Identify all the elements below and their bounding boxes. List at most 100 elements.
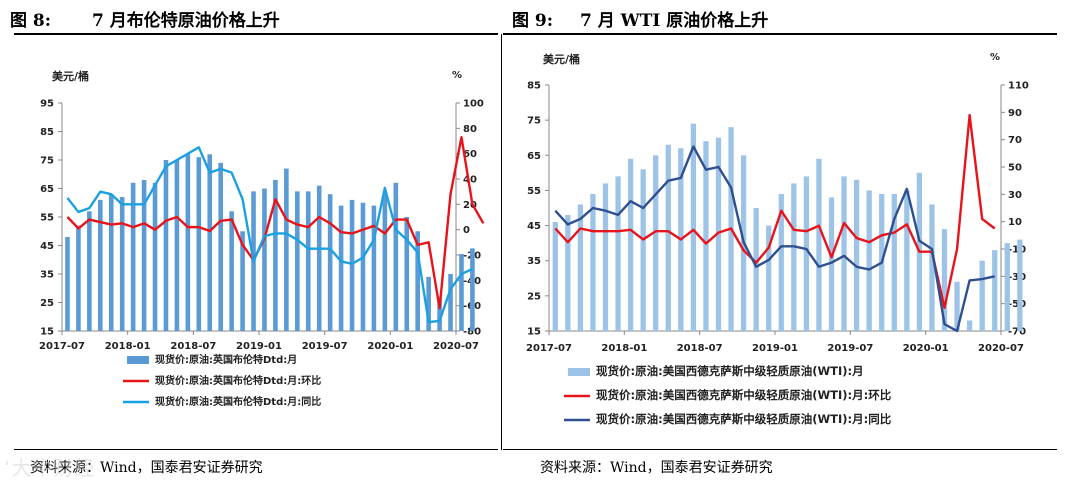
fig8-price-bar — [65, 236, 70, 331]
fig8-left-tick-label: 15 — [40, 327, 54, 338]
fig8-price-bar — [404, 217, 410, 331]
fig9-x-tick-label: 2020-01 — [903, 343, 949, 354]
fig8-price-bar — [470, 248, 475, 331]
fig8-price-bar — [98, 199, 103, 331]
fig8-price-bar — [152, 182, 158, 331]
fig8-price-bar — [448, 274, 453, 331]
fig8-left-tick-label: 65 — [40, 184, 54, 195]
fig9-price-bar — [766, 225, 772, 331]
fig9-price-bar — [803, 176, 810, 331]
fig8-price-bar — [240, 231, 245, 331]
fig8-yoy-line — [66, 146, 473, 324]
fig9-right-tick-label: 70 — [1008, 135, 1022, 146]
fig8-price-bar — [295, 191, 300, 331]
fig9-x-tick-label: 2018-01 — [601, 343, 647, 354]
fig8-price-bar — [207, 154, 213, 331]
fig8-price-bar — [130, 182, 136, 331]
fig9-right-tick-label: 110 — [1008, 81, 1029, 92]
fig9-price-bar — [565, 215, 571, 331]
fig9-x-tick-label: 2017-07 — [526, 343, 572, 354]
fig8-price-bar — [262, 188, 267, 331]
fig8-x-tick-label: 2018-01 — [105, 341, 151, 352]
figure-8-top-rule — [14, 33, 498, 35]
fig8-price-bar — [229, 211, 234, 331]
fig9-price-bar — [615, 176, 621, 331]
fig8-price-bar — [76, 225, 81, 331]
fig8-legend-label: 现货价:原油:英国布伦特Dtd:月:同比 — [155, 395, 321, 408]
fig9-price-bar — [979, 260, 985, 331]
fig9-x-tick-label: 2020-07 — [978, 343, 1024, 354]
fig8-right-tick-label: 60 — [463, 149, 477, 160]
fig8-price-bar — [141, 179, 147, 331]
figure-divider — [501, 34, 502, 450]
fig9-left-tick-label: 35 — [527, 256, 541, 267]
fig9-price-bar — [954, 281, 960, 331]
fig8-price-bar — [349, 199, 355, 331]
fig8-price-bar — [273, 179, 278, 331]
fig8-price-bar — [371, 205, 377, 331]
figure-9-top-rule — [503, 33, 1057, 35]
fig9-price-bar — [929, 204, 935, 331]
fig8-right-tick-label: 20 — [463, 200, 477, 211]
fig8-price-bar — [305, 191, 311, 331]
fig8-left-tick-label: 45 — [40, 241, 54, 252]
fig8-right-tick-label: 0 — [463, 225, 470, 236]
fig9-price-bar — [665, 144, 671, 331]
fig8-price-bar — [426, 276, 431, 331]
fig9-mom-line — [554, 113, 996, 309]
fig9-price-bar — [753, 208, 759, 331]
fig8-x-tick-label: 2020-01 — [367, 341, 413, 352]
fig8-price-bar — [185, 154, 191, 331]
fig8-legend-label: 现货价:原油:英国布伦特Dtd:月:环比 — [155, 374, 321, 387]
fig8-price-bar — [108, 194, 114, 331]
fig9-price-bar — [778, 193, 784, 331]
fig9-left-tick-label: 55 — [527, 186, 541, 197]
fig8-x-tick-label: 2020-07 — [433, 341, 479, 352]
fig9-price-bar — [891, 193, 897, 331]
fig9-right-tick-label: -70 — [1008, 327, 1026, 338]
fig9-price-bar — [1004, 243, 1010, 331]
fig9-x-tick-label: 2018-07 — [677, 343, 723, 354]
fig8-price-bar — [163, 160, 169, 331]
fig8-price-bar — [393, 182, 399, 331]
fig9-left-tick-label: 85 — [527, 81, 541, 92]
fig8-price-bar — [87, 211, 92, 331]
fig9-price-bar — [816, 158, 822, 331]
fig9-yoy-line — [554, 145, 995, 333]
fig9-price-bar — [602, 183, 609, 331]
fig9-x-tick-label: 2019-07 — [827, 343, 873, 354]
figure-9-source: 资料来源：Wind，国泰君安证券研究 — [540, 460, 773, 476]
fig9-price-bar — [627, 158, 634, 331]
fig8-legend-swatch-bar — [127, 356, 149, 364]
fig9-price-bar — [690, 123, 697, 332]
figure-9-label: 图 9: — [512, 11, 554, 31]
figure-8-source: 资料来源：Wind，国泰君安证券研究 — [30, 460, 263, 476]
fig8-price-bar — [437, 296, 442, 331]
fig9-right-tick-label: 10 — [1008, 217, 1022, 228]
fig9-legend-swatch-bar — [568, 368, 590, 376]
fig9-legend-label: 现货价:原油:美国西德克萨斯中级轻质原油(WTI):月 — [596, 364, 864, 378]
fig8-price-bar — [327, 194, 333, 331]
figure-8-title: 7 月布伦特原油价格上升 — [92, 11, 280, 31]
figure-9-bottom-rule — [503, 449, 1057, 450]
fig8-right-tick-label: 80 — [463, 124, 477, 135]
fig8-price-bar — [459, 254, 464, 331]
fig9-price-bar — [841, 176, 847, 331]
fig9-price-bar — [1017, 239, 1023, 331]
fig8-left-tick-label: 75 — [40, 156, 54, 167]
fig8-price-bar — [174, 160, 180, 331]
fig9-price-bar — [904, 190, 910, 331]
fig8-price-bar — [382, 191, 388, 331]
figure-8-bottom-rule — [14, 449, 498, 450]
fig9-price-bar — [992, 250, 998, 331]
fig9-right-tick-label: 30 — [1008, 190, 1022, 201]
fig8-right-tick-label: -80 — [463, 327, 481, 338]
fig9-price-bar — [791, 183, 797, 331]
fig8-right-unit-label: % — [452, 70, 462, 81]
fig9-left-tick-label: 75 — [527, 116, 541, 127]
fig8-price-bar — [316, 185, 322, 331]
fig9-right-tick-label: 50 — [1008, 163, 1022, 174]
figure-8-label: 图 8: — [10, 11, 52, 31]
fig9-price-bar — [966, 320, 973, 331]
